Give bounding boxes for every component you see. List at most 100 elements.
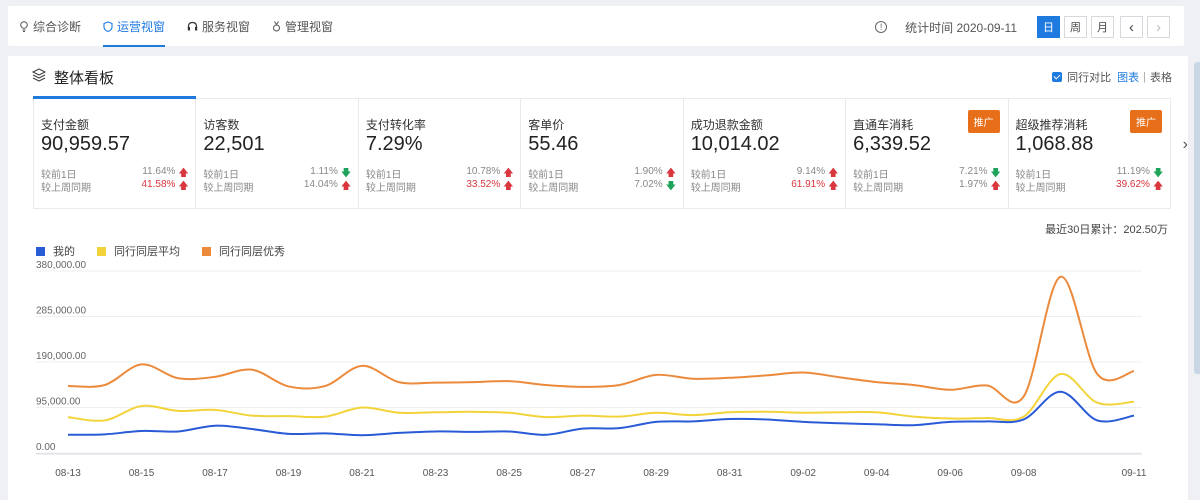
metric-card-ztc-cost[interactable]: 推广 直通车消耗 6,339.52 较前1日 7.21% 🡇 较上周同期 1.97% 🡅	[846, 99, 1009, 208]
tab-label: 综合诊断	[33, 19, 82, 34]
compare-label: 较上周同期	[528, 183, 579, 194]
metric-value: 10,014.02	[690, 133, 780, 155]
arrow-down-icon: 🡇	[990, 168, 1001, 179]
metric-card-visitors[interactable]: 访客数 22,501 较前1日 1.11% 🡇 较上周同期 14.04% 🡅	[196, 99, 359, 208]
compare-label: 较上周同期	[41, 183, 91, 194]
view-table-link[interactable]: 表格	[1150, 72, 1172, 84]
compare-label: 较前1日	[365, 170, 402, 181]
stat-time: 统计时间 2020-09-11	[905, 20, 1017, 35]
compare-label: 同行对比	[1067, 72, 1112, 84]
legend-swatch	[202, 246, 211, 256]
metric-value: 1,068.88	[1015, 133, 1094, 155]
metric-value: 7.29%	[365, 133, 423, 155]
chevron-right-icon[interactable]: ›	[1147, 16, 1170, 38]
arrow-up-icon: 🡅	[340, 181, 352, 192]
metric-label: 客单价	[528, 118, 565, 132]
compare-label: 较上周同期	[690, 183, 741, 194]
metric-compare: 较前1日 11.19% 🡇 较上周同期 39.62% 🡅	[1015, 166, 1164, 194]
panel-title: 整体看板	[54, 70, 115, 87]
arrow-down-icon: 🡇	[1152, 168, 1164, 179]
arrow-up-icon: 🡅	[503, 181, 514, 192]
metric-label: 成功退款金额	[690, 118, 763, 132]
period-day-button[interactable]: 日	[1037, 16, 1060, 38]
compare-value: 33.52%	[466, 179, 501, 190]
chevron-left-icon[interactable]: ‹	[1120, 16, 1143, 38]
compare-value: 14.04%	[303, 179, 338, 190]
layers-icon	[31, 68, 47, 87]
arrow-up-icon: 🡅	[503, 168, 514, 179]
compare-value: 1.90%	[634, 166, 663, 177]
promo-badge[interactable]: 推广	[1129, 110, 1162, 133]
compare-label: 较前1日	[690, 170, 727, 181]
metric-value: 22,501	[203, 133, 265, 155]
tab-operations[interactable]: 运营视窗	[92, 6, 176, 47]
arrow-down-icon: 🡇	[665, 181, 676, 192]
metric-compare: 较前1日 1.11% 🡇 较上周同期 14.04% 🡅	[203, 166, 352, 194]
compare-label: 较前1日	[203, 170, 239, 181]
compare-value: 39.62%	[1116, 179, 1150, 190]
metric-label: 支付金额	[41, 118, 90, 132]
summary-30d: 最近30日累计：202.50万	[1045, 224, 1168, 236]
arrow-up-icon: 🡅	[990, 181, 1001, 192]
legend-swatch	[36, 246, 45, 256]
legend-swatch	[97, 246, 106, 256]
compare-checkbox[interactable]	[1052, 72, 1063, 82]
metric-card-super-recommend-cost[interactable]: 推广 超级推荐消耗 1,068.88 较前1日 11.19% 🡇 较上周同期 39.6…	[1009, 99, 1170, 208]
view-chart-link[interactable]: 图表	[1117, 72, 1140, 84]
metric-compare: 较前1日 9.14% 🡅 较上周同期 61.91% 🡅	[690, 166, 839, 194]
headset-icon	[187, 21, 198, 32]
tab-label: 管理视窗	[285, 19, 334, 34]
tab-label: 运营视窗	[117, 19, 166, 34]
arrow-down-icon: 🡇	[340, 168, 352, 179]
cards-next-icon[interactable]: ›	[1182, 136, 1188, 153]
compare-label: 较上周同期	[365, 183, 416, 194]
metric-compare: 较前1日 10.78% 🡅 较上周同期 33.52% 🡅	[365, 166, 514, 194]
top-nav: 综合诊断 运营视窗 服务视窗 管理视窗 ! 统计时间 2020-09-11 日 …	[8, 6, 1184, 47]
metric-label: 支付转化率	[365, 118, 426, 132]
metric-compare: 较前1日 1.90% 🡅 较上周同期 7.02% 🡇	[528, 166, 676, 194]
metric-label: 直通车消耗	[853, 118, 914, 132]
arrow-up-icon: 🡅	[178, 168, 189, 179]
arrow-up-icon: 🡅	[665, 168, 676, 179]
shield-icon	[103, 20, 113, 32]
legend-label: 同行同层平均	[114, 246, 180, 258]
legend-item-mine[interactable]: 我的	[36, 243, 75, 259]
metric-label: 超级推荐消耗	[1015, 118, 1088, 132]
nav-right: ! 统计时间 2020-09-11 日 周 月 ‹ ›	[875, 16, 1170, 38]
legend-item-top[interactable]: 同行同层优秀	[202, 243, 285, 259]
compare-value: 61.91%	[791, 179, 826, 190]
info-icon[interactable]: !	[875, 21, 888, 33]
legend-label: 同行同层优秀	[219, 246, 285, 258]
compare-label: 较上周同期	[203, 183, 254, 194]
tab-management[interactable]: 管理视窗	[261, 6, 344, 46]
side-scroll-handle[interactable]	[1194, 62, 1200, 374]
overview-panel: 整体看板 同行对比 图表 | 表格 支付金额 90,959.57 较前1日 11.…	[8, 56, 1188, 500]
compare-label: 较上周同期	[1015, 183, 1066, 194]
metric-value: 90,959.57	[41, 133, 130, 155]
compare-value: 9.14%	[796, 166, 826, 177]
tab-service[interactable]: 服务视窗	[176, 6, 261, 46]
compare-label: 较前1日	[1015, 170, 1052, 181]
legend-label: 我的	[53, 246, 75, 258]
metric-card-conversion[interactable]: 支付转化率 7.29% 较前1日 10.78% 🡅 较上周同期 33.52% 🡅	[359, 99, 522, 208]
period-week-button[interactable]: 周	[1064, 16, 1087, 38]
arrow-up-icon: 🡅	[1152, 181, 1164, 192]
tab-label: 服务视窗	[202, 19, 251, 34]
metric-card-pay-amount[interactable]: 支付金额 90,959.57 较前1日 11.64% 🡅 较上周同期 41.58% 🡅	[32, 96, 197, 208]
arrow-up-icon: 🡅	[828, 181, 839, 192]
legend-item-avg[interactable]: 同行同层平均	[97, 243, 180, 259]
divider: |	[1143, 71, 1146, 83]
compare-value: 7.02%	[634, 179, 663, 190]
tab-diagnosis[interactable]: 综合诊断	[8, 6, 92, 46]
arrow-up-icon: 🡅	[828, 168, 839, 179]
arrow-up-icon: 🡅	[178, 181, 189, 192]
promo-badge[interactable]: 推广	[967, 110, 1000, 133]
metric-card-refund[interactable]: 成功退款金额 10,014.02 较前1日 9.14% 🡅 较上周同期 61.91% 🡅	[684, 99, 847, 208]
compare-label: 较前1日	[528, 170, 564, 181]
compare-value: 41.58%	[141, 179, 176, 190]
metric-cards: 支付金额 90,959.57 较前1日 11.64% 🡅 较上周同期 41.58% 🡅 …	[32, 96, 1171, 209]
metric-card-unit-price[interactable]: 客单价 55.46 较前1日 1.90% 🡅 较上周同期 7.02% 🡇	[521, 99, 684, 208]
metric-compare: 较前1日 7.21% 🡇 较上周同期 1.97% 🡅	[853, 166, 1001, 194]
compare-value: 7.21%	[959, 166, 988, 177]
period-month-button[interactable]: 月	[1091, 16, 1114, 38]
